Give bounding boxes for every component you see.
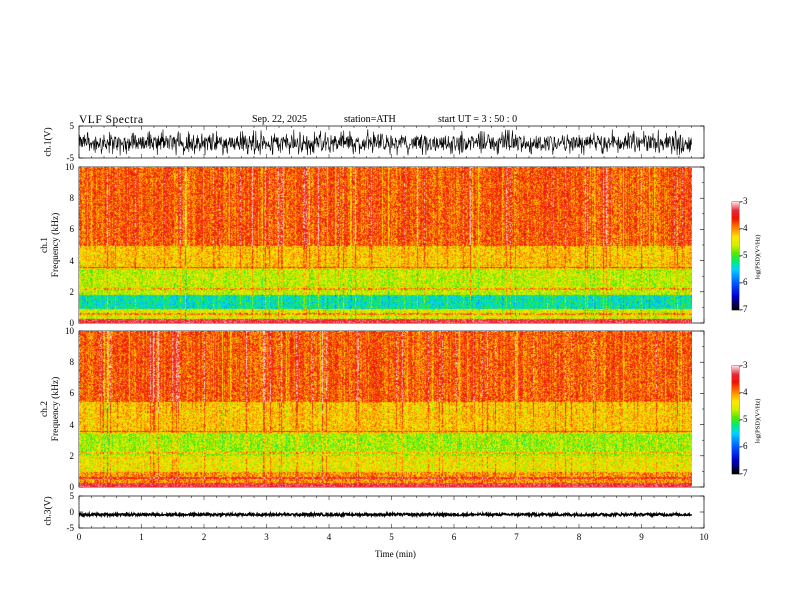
panel-frame	[78, 495, 705, 529]
colorbar-tick-label: -7	[740, 468, 748, 478]
y-tick-label: 2	[69, 286, 75, 297]
colorbar-tick-label: -5	[740, 250, 748, 260]
colorbar-tick-label: -7	[740, 304, 748, 314]
x-tick-label: 10	[699, 532, 709, 542]
x-tick-label: 8	[576, 532, 582, 542]
y-tick-label: -5	[66, 523, 75, 533]
x-tick-label: 4	[326, 532, 332, 542]
ch3-waveform-ylabel: ch.3(V)	[43, 496, 54, 526]
y-tick-label: 8	[69, 193, 75, 204]
ch3-waveform-trace	[78, 510, 693, 519]
ch1-spectrogram-ylabel: ch.1 Frequency (kHz)	[40, 213, 62, 278]
y-tick-label: -5	[66, 153, 75, 163]
y-tick-label: 10	[65, 326, 74, 336]
x-tick-label: 2	[201, 532, 207, 542]
figure-title: VLF Spectra	[79, 114, 144, 126]
ch2-spectrogram-ylabel-text: ch.2 Frequency (kHz)	[40, 376, 61, 442]
x-tick-label: 1	[139, 532, 144, 542]
y-tick-label: 8	[69, 357, 75, 368]
ch1-colorbar	[732, 202, 739, 310]
y-tick-label: 0	[69, 482, 75, 492]
x-tick-label: 0	[76, 532, 82, 542]
ch1-spectrogram	[79, 167, 692, 323]
station-label: station=ATH	[344, 114, 396, 125]
y-tick-label: 4	[69, 255, 75, 266]
x-tick-label: 7	[514, 532, 519, 542]
ch1-waveform-trace	[78, 129, 692, 156]
y-tick-label: 0	[69, 507, 75, 517]
y-tick-label: 5	[69, 491, 75, 501]
date-label: Sep. 22, 2025	[252, 114, 307, 125]
ch1-spectrogram-ylabel-text: ch.1 Frequency (kHz)	[40, 212, 61, 278]
y-tick-label: 2	[69, 450, 75, 461]
x-tick-label: 6	[451, 532, 457, 542]
y-tick-label: 4	[69, 419, 75, 430]
x-tick-label: 3	[264, 532, 269, 542]
y-tick-label: 5	[69, 121, 75, 131]
ch2-colorbar-label: log(PSD)(V²/Hz)	[754, 398, 762, 444]
x-tick-label: 5	[389, 532, 394, 542]
y-tick-label: 6	[69, 224, 75, 235]
colorbar-tick-label: -5	[740, 414, 748, 424]
ch2-colorbar	[732, 366, 739, 474]
y-tick-label: 10	[65, 162, 74, 172]
colorbar-tick-label: -3	[740, 196, 748, 206]
colorbar-tick-label: -6	[740, 277, 748, 287]
colorbar-tick-label: -4	[740, 223, 748, 233]
ch2-spectrogram-ylabel: ch.2 Frequency (kHz)	[40, 377, 62, 442]
ch1-waveform-ylabel: ch.1(V)	[43, 127, 54, 157]
x-tick-label: 9	[639, 532, 644, 542]
ch2-spectrogram	[79, 331, 692, 487]
start-time-label: start UT = 3 : 50 : 0	[438, 114, 518, 125]
colorbar-tick-label: -6	[740, 441, 748, 451]
colorbar-tick-label: -4	[740, 387, 748, 397]
y-tick-label: 6	[69, 388, 75, 399]
y-tick-label: 0	[69, 318, 75, 328]
ch1-colorbar-label: log(PSD)(V²/Hz)	[754, 234, 762, 280]
colorbar-tick-label: -3	[740, 360, 748, 370]
x-axis-label: Time (min)	[375, 549, 416, 559]
